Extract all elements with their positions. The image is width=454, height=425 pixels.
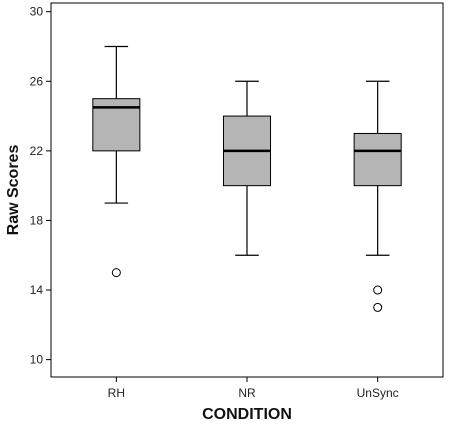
outlier-point xyxy=(373,302,383,312)
box-group xyxy=(222,80,272,256)
y-axis-title: Raw Scores xyxy=(5,145,22,236)
chart-marks xyxy=(92,45,402,312)
x-axis-title: CONDITION xyxy=(202,406,292,423)
y-tick-label: 14 xyxy=(30,283,44,297)
y-tick-label: 22 xyxy=(30,144,44,158)
y-axis: 10 14 18 22 26 30 xyxy=(30,5,51,367)
y-tick-label: 30 xyxy=(30,5,44,19)
box-group xyxy=(92,45,141,278)
box-group xyxy=(353,80,402,312)
x-tick-label: NR xyxy=(238,386,256,400)
x-axis: RH NR UnSync xyxy=(108,377,399,400)
iqr-box xyxy=(353,132,402,187)
x-tick-label: RH xyxy=(108,386,125,400)
x-tick-label: UnSync xyxy=(357,386,399,400)
y-tick-label: 26 xyxy=(30,74,44,88)
y-tick-label: 10 xyxy=(30,353,44,367)
outlier-point xyxy=(111,268,121,278)
outlier-point xyxy=(373,285,383,295)
y-tick-label: 18 xyxy=(30,213,44,227)
